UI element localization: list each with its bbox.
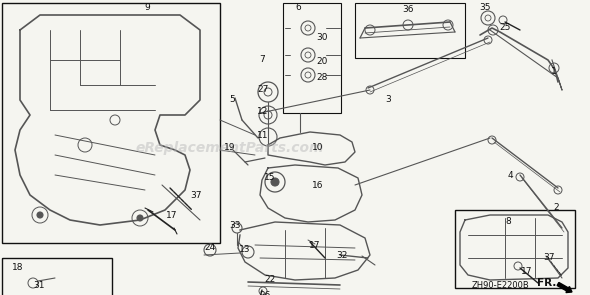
- Text: 30: 30: [316, 34, 328, 42]
- Text: 17: 17: [521, 268, 533, 276]
- Text: 16: 16: [312, 181, 324, 189]
- Bar: [355, 3, 465, 58]
- Text: 6: 6: [295, 4, 301, 12]
- Text: 17: 17: [166, 211, 178, 219]
- Text: 18: 18: [12, 263, 24, 273]
- Text: 33: 33: [230, 220, 241, 230]
- Text: 37: 37: [190, 191, 202, 199]
- Circle shape: [271, 178, 279, 186]
- Text: 17: 17: [309, 240, 321, 250]
- Text: 11: 11: [257, 130, 269, 140]
- Text: 2: 2: [553, 204, 559, 212]
- Bar: [455, 210, 575, 288]
- Text: 7: 7: [259, 55, 265, 65]
- Text: 22: 22: [264, 276, 276, 284]
- Text: 28: 28: [316, 73, 327, 83]
- Circle shape: [37, 212, 43, 218]
- Text: 1: 1: [551, 68, 557, 76]
- Text: 19: 19: [224, 143, 236, 153]
- Text: 12: 12: [257, 107, 268, 117]
- FancyArrow shape: [557, 283, 572, 293]
- Text: 32: 32: [336, 250, 348, 260]
- Text: 10: 10: [312, 143, 324, 153]
- Text: 36: 36: [402, 6, 414, 14]
- Text: ZH90-E2200B: ZH90-E2200B: [471, 281, 529, 290]
- Text: 3: 3: [385, 96, 391, 104]
- Text: 13: 13: [240, 245, 251, 255]
- Text: 25: 25: [499, 24, 511, 32]
- Bar: [2, 258, 112, 295]
- Text: 31: 31: [33, 281, 45, 289]
- Text: 24: 24: [204, 243, 215, 253]
- Text: 4: 4: [507, 171, 513, 179]
- Text: 35: 35: [479, 4, 491, 12]
- Circle shape: [137, 215, 143, 221]
- Text: 20: 20: [316, 58, 327, 66]
- Text: 27: 27: [257, 86, 268, 94]
- Text: eReplacementParts.com: eReplacementParts.com: [136, 141, 325, 155]
- Text: 37: 37: [543, 253, 555, 263]
- Text: FR.: FR.: [537, 278, 556, 288]
- Text: 9: 9: [144, 4, 150, 12]
- Bar: [283, 3, 341, 113]
- Text: 15: 15: [264, 173, 276, 183]
- Text: 8: 8: [505, 217, 511, 227]
- Bar: [2, 3, 220, 243]
- Text: 26: 26: [260, 291, 271, 295]
- Text: 5: 5: [229, 96, 235, 104]
